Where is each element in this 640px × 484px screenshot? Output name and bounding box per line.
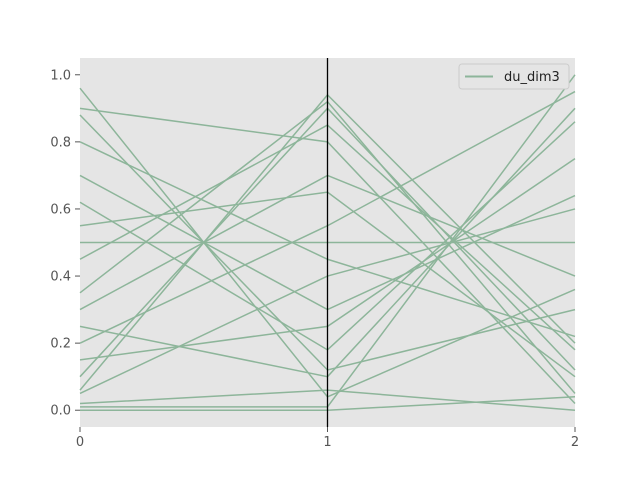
x-tick-label: 2 xyxy=(571,435,579,450)
axes: 0 1 2 0.0 0.2 0.4 0.6 0.8 1.0 xyxy=(50,58,579,450)
y-tick-label: 0.6 xyxy=(50,202,71,217)
legend-box xyxy=(458,63,570,90)
y-tick-label: 0.0 xyxy=(50,404,71,419)
y-tick-label: 0.8 xyxy=(50,135,71,150)
y-tick-label: 0.2 xyxy=(50,337,71,352)
y-tick-label: 0.4 xyxy=(50,270,71,285)
x-tick-label: 0 xyxy=(76,435,84,450)
y-tick-label: 1.0 xyxy=(50,68,71,83)
legend-label: du_dim3 xyxy=(504,70,560,85)
legend: du_dim3 xyxy=(458,63,570,90)
x-tick-label: 1 xyxy=(323,435,331,450)
